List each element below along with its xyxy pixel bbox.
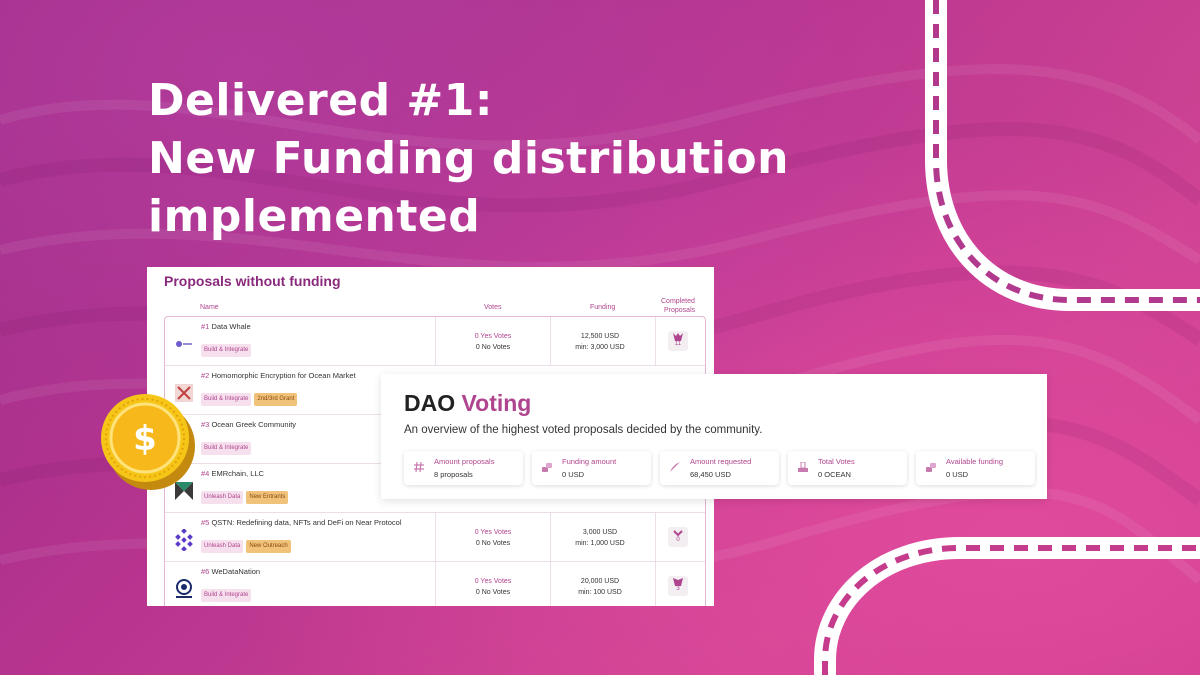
category-tag: Unleash Data	[201, 491, 244, 504]
completed-badge: 3	[668, 576, 688, 596]
proposal-name[interactable]: #4 EMRchain, LLC	[201, 469, 264, 478]
funding-cell: 20,000 USD min: 100 USD	[578, 578, 622, 596]
votes-cell: 0 Yes Votes 0 No Votes	[474, 333, 512, 351]
grant-tag: 2nd/3rd Grant	[254, 393, 298, 406]
dollar-coin-icon: $	[101, 394, 195, 490]
table-row[interactable]: #1 Data Whale Build & Integrate 0 Yes Vo…	[165, 317, 705, 366]
column-completed-line-2: Proposals	[664, 307, 696, 314]
homomorphic-logo	[175, 384, 193, 402]
hash-icon	[414, 462, 424, 472]
dao-subtitle: An overview of the highest voted proposa…	[404, 424, 763, 436]
coins-icon	[926, 463, 936, 472]
votes-cell: 0 Yes Votes 0 No Votes	[474, 578, 512, 596]
category-tag: Build & Integrate	[201, 442, 252, 455]
column-funding: Funding	[590, 304, 616, 311]
stat-funding-amount: Funding amount 0 USD	[532, 451, 651, 485]
emrchain-logo	[175, 482, 193, 500]
column-completed-line-1: Completed	[661, 298, 695, 305]
coins-icon	[542, 463, 552, 472]
headline: Delivered #1: New Funding distribution i…	[148, 72, 789, 246]
proposal-name[interactable]: #1 Data Whale	[201, 322, 251, 331]
proposal-name[interactable]: #2 Homomorphic Encryption for Ocean Mark…	[201, 371, 356, 380]
headline-line-3: implemented	[148, 191, 481, 242]
qstn-logo	[175, 529, 193, 551]
rocket-icon	[670, 462, 680, 472]
chevron-badge-icon	[673, 530, 683, 537]
ballot-icon	[798, 462, 808, 472]
category-tag: Build & Integrate	[201, 589, 252, 602]
table-row[interactable]: #4 EMRchain, LLC Unleash Data New Entrant…	[165, 464, 705, 513]
outreach-tag: New Outreach	[246, 540, 291, 553]
stats-row: Amount proposals 8 proposals Funding amo…	[404, 451, 1035, 485]
completed-badge: 0	[668, 527, 688, 547]
category-tag: Unleash Data	[201, 540, 244, 553]
dao-title: DAO Voting	[404, 390, 532, 416]
column-votes: Votes	[484, 304, 502, 311]
table-row[interactable]: #6 WeDataNation Build & Integrate 0 Yes …	[165, 562, 705, 606]
stat-total-votes: Total Votes 0 OCEAN	[788, 451, 907, 485]
entrant-tag: New Entrants	[246, 491, 289, 504]
proposal-name[interactable]: #6 WeDataNation	[201, 567, 261, 576]
shield-badge-icon	[673, 578, 683, 586]
table-row[interactable]: #5 QSTN: Redefining data, NFTs and DeFi …	[165, 513, 705, 562]
stat-amount-proposals: Amount proposals 8 proposals	[404, 451, 523, 485]
proposal-name[interactable]: #3 Ocean Greek Community	[201, 420, 297, 429]
proposals-title: Proposals without funding	[164, 273, 341, 289]
crown-icon	[673, 333, 683, 341]
category-tag: Build & Integrate	[201, 393, 252, 406]
svg-text:$: $	[133, 419, 157, 459]
headline-line-2: New Funding distribution	[148, 133, 789, 184]
votes-cell: 0 Yes Votes 0 No Votes	[474, 529, 512, 547]
data-whale-logo	[176, 341, 192, 347]
completed-badge: 11	[668, 331, 688, 351]
stat-available-funding: Available funding 0 USD	[916, 451, 1035, 485]
funding-cell: 12,500 USD min: 3,000 USD	[575, 333, 625, 351]
column-name: Name	[200, 304, 219, 311]
proposal-name[interactable]: #5 QSTN: Redefining data, NFTs and DeFi …	[201, 518, 402, 527]
wedatanation-logo	[176, 579, 192, 598]
category-tag: Build & Integrate	[201, 344, 252, 357]
stat-amount-requested: Amount requested 68,450 USD	[660, 451, 779, 485]
headline-line-1: Delivered #1:	[148, 75, 493, 126]
dao-voting-card: DAO Voting An overview of the highest vo…	[381, 374, 1047, 499]
funding-cell: 3,000 USD min: 1,000 USD	[575, 529, 625, 547]
